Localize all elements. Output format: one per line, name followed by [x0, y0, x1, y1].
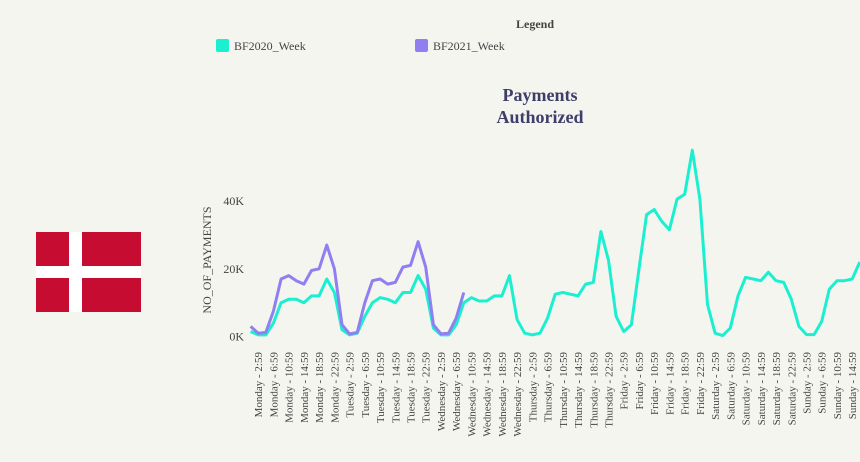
line — [249, 148, 860, 338]
y-tick-label: 40K — [223, 194, 244, 208]
flag — [36, 232, 141, 312]
legend-swatch — [415, 39, 428, 52]
x-tick-label: Thursday - 6:59 — [543, 352, 555, 423]
x-tick-label: Tuesday - 2:59 — [345, 352, 357, 418]
x-tick-label: Tuesday - 18:59 — [406, 352, 418, 424]
x-tick-label: Thursday - 18:59 — [588, 352, 600, 428]
legend-swatch — [216, 39, 229, 52]
x-tick-label: Monday - 10:59 — [284, 352, 296, 423]
legend-label: BF2020_Week — [234, 39, 306, 53]
x-tick-label: Saturday - 14:59 — [756, 352, 768, 426]
x-tick-label: Wednesday - 14:59 — [482, 352, 494, 437]
x-tick-label: Sunday - 14:59 — [847, 352, 859, 420]
x-tick-label: Friday - 2:59 — [619, 352, 631, 410]
x-tick-label: Wednesday - 2:59 — [436, 352, 448, 432]
x-tick-label: Saturday - 10:59 — [741, 352, 753, 426]
chart-title: Payments Authorized — [496, 85, 584, 127]
x-tick-label: Wednesday - 22:59 — [512, 352, 524, 437]
x-tick-label: Monday - 14:59 — [299, 352, 311, 423]
x-tick-label: Sunday - 2:59 — [801, 352, 813, 414]
x-tick-label: Friday - 6:59 — [634, 352, 646, 410]
x-tick-label: Tuesday - 14:59 — [390, 352, 402, 424]
x-tick-label: Wednesday - 6:59 — [451, 352, 463, 432]
plot-area — [249, 148, 860, 338]
x-tick-label: Friday - 22:59 — [695, 352, 707, 415]
x-tick-label: Thursday - 22:59 — [604, 352, 616, 428]
x-tick-label: Saturday - 18:59 — [771, 352, 783, 426]
x-tick-label: Wednesday - 18:59 — [497, 352, 509, 437]
y-tick-label: 0K — [229, 330, 244, 344]
x-tick-label: Saturday - 22:59 — [786, 352, 798, 426]
legend-label: BF2021_Week — [433, 39, 505, 53]
x-tick-label: Thursday - 2:59 — [527, 352, 539, 423]
legend-title: Legend — [516, 17, 554, 31]
x-tick-label: Tuesday - 22:59 — [421, 352, 433, 424]
y-axis-label: NO_OF_PAYMENTS — [200, 206, 214, 313]
x-tick-label: Friday - 14:59 — [664, 352, 676, 415]
x-tick-label: Thursday - 14:59 — [573, 352, 585, 428]
x-tick-label: Saturday - 6:59 — [725, 352, 737, 420]
line — [249, 240, 466, 336]
y-tick-label: 20K — [223, 262, 244, 276]
x-tick-label: Monday - 6:59 — [268, 352, 280, 418]
x-tick-label: Monday - 22:59 — [329, 352, 341, 423]
x-tick-label: Tuesday - 10:59 — [375, 352, 387, 424]
x-tick-label: Tuesday - 6:59 — [360, 352, 372, 418]
x-tick-label: Wednesday - 10:59 — [466, 352, 478, 437]
x-tick-label: Sunday - 6:59 — [817, 352, 829, 414]
x-tick-label: Friday - 18:59 — [680, 352, 692, 415]
x-tick-label: Thursday - 10:59 — [558, 352, 570, 428]
x-tick-label: Sunday - 10:59 — [832, 352, 844, 420]
x-tick-label: Monday - 2:59 — [253, 352, 265, 418]
x-tick-label: Friday - 10:59 — [649, 352, 661, 415]
x-tick-label: Saturday - 2:59 — [710, 352, 722, 420]
x-tick-label: Monday - 18:59 — [314, 352, 326, 423]
